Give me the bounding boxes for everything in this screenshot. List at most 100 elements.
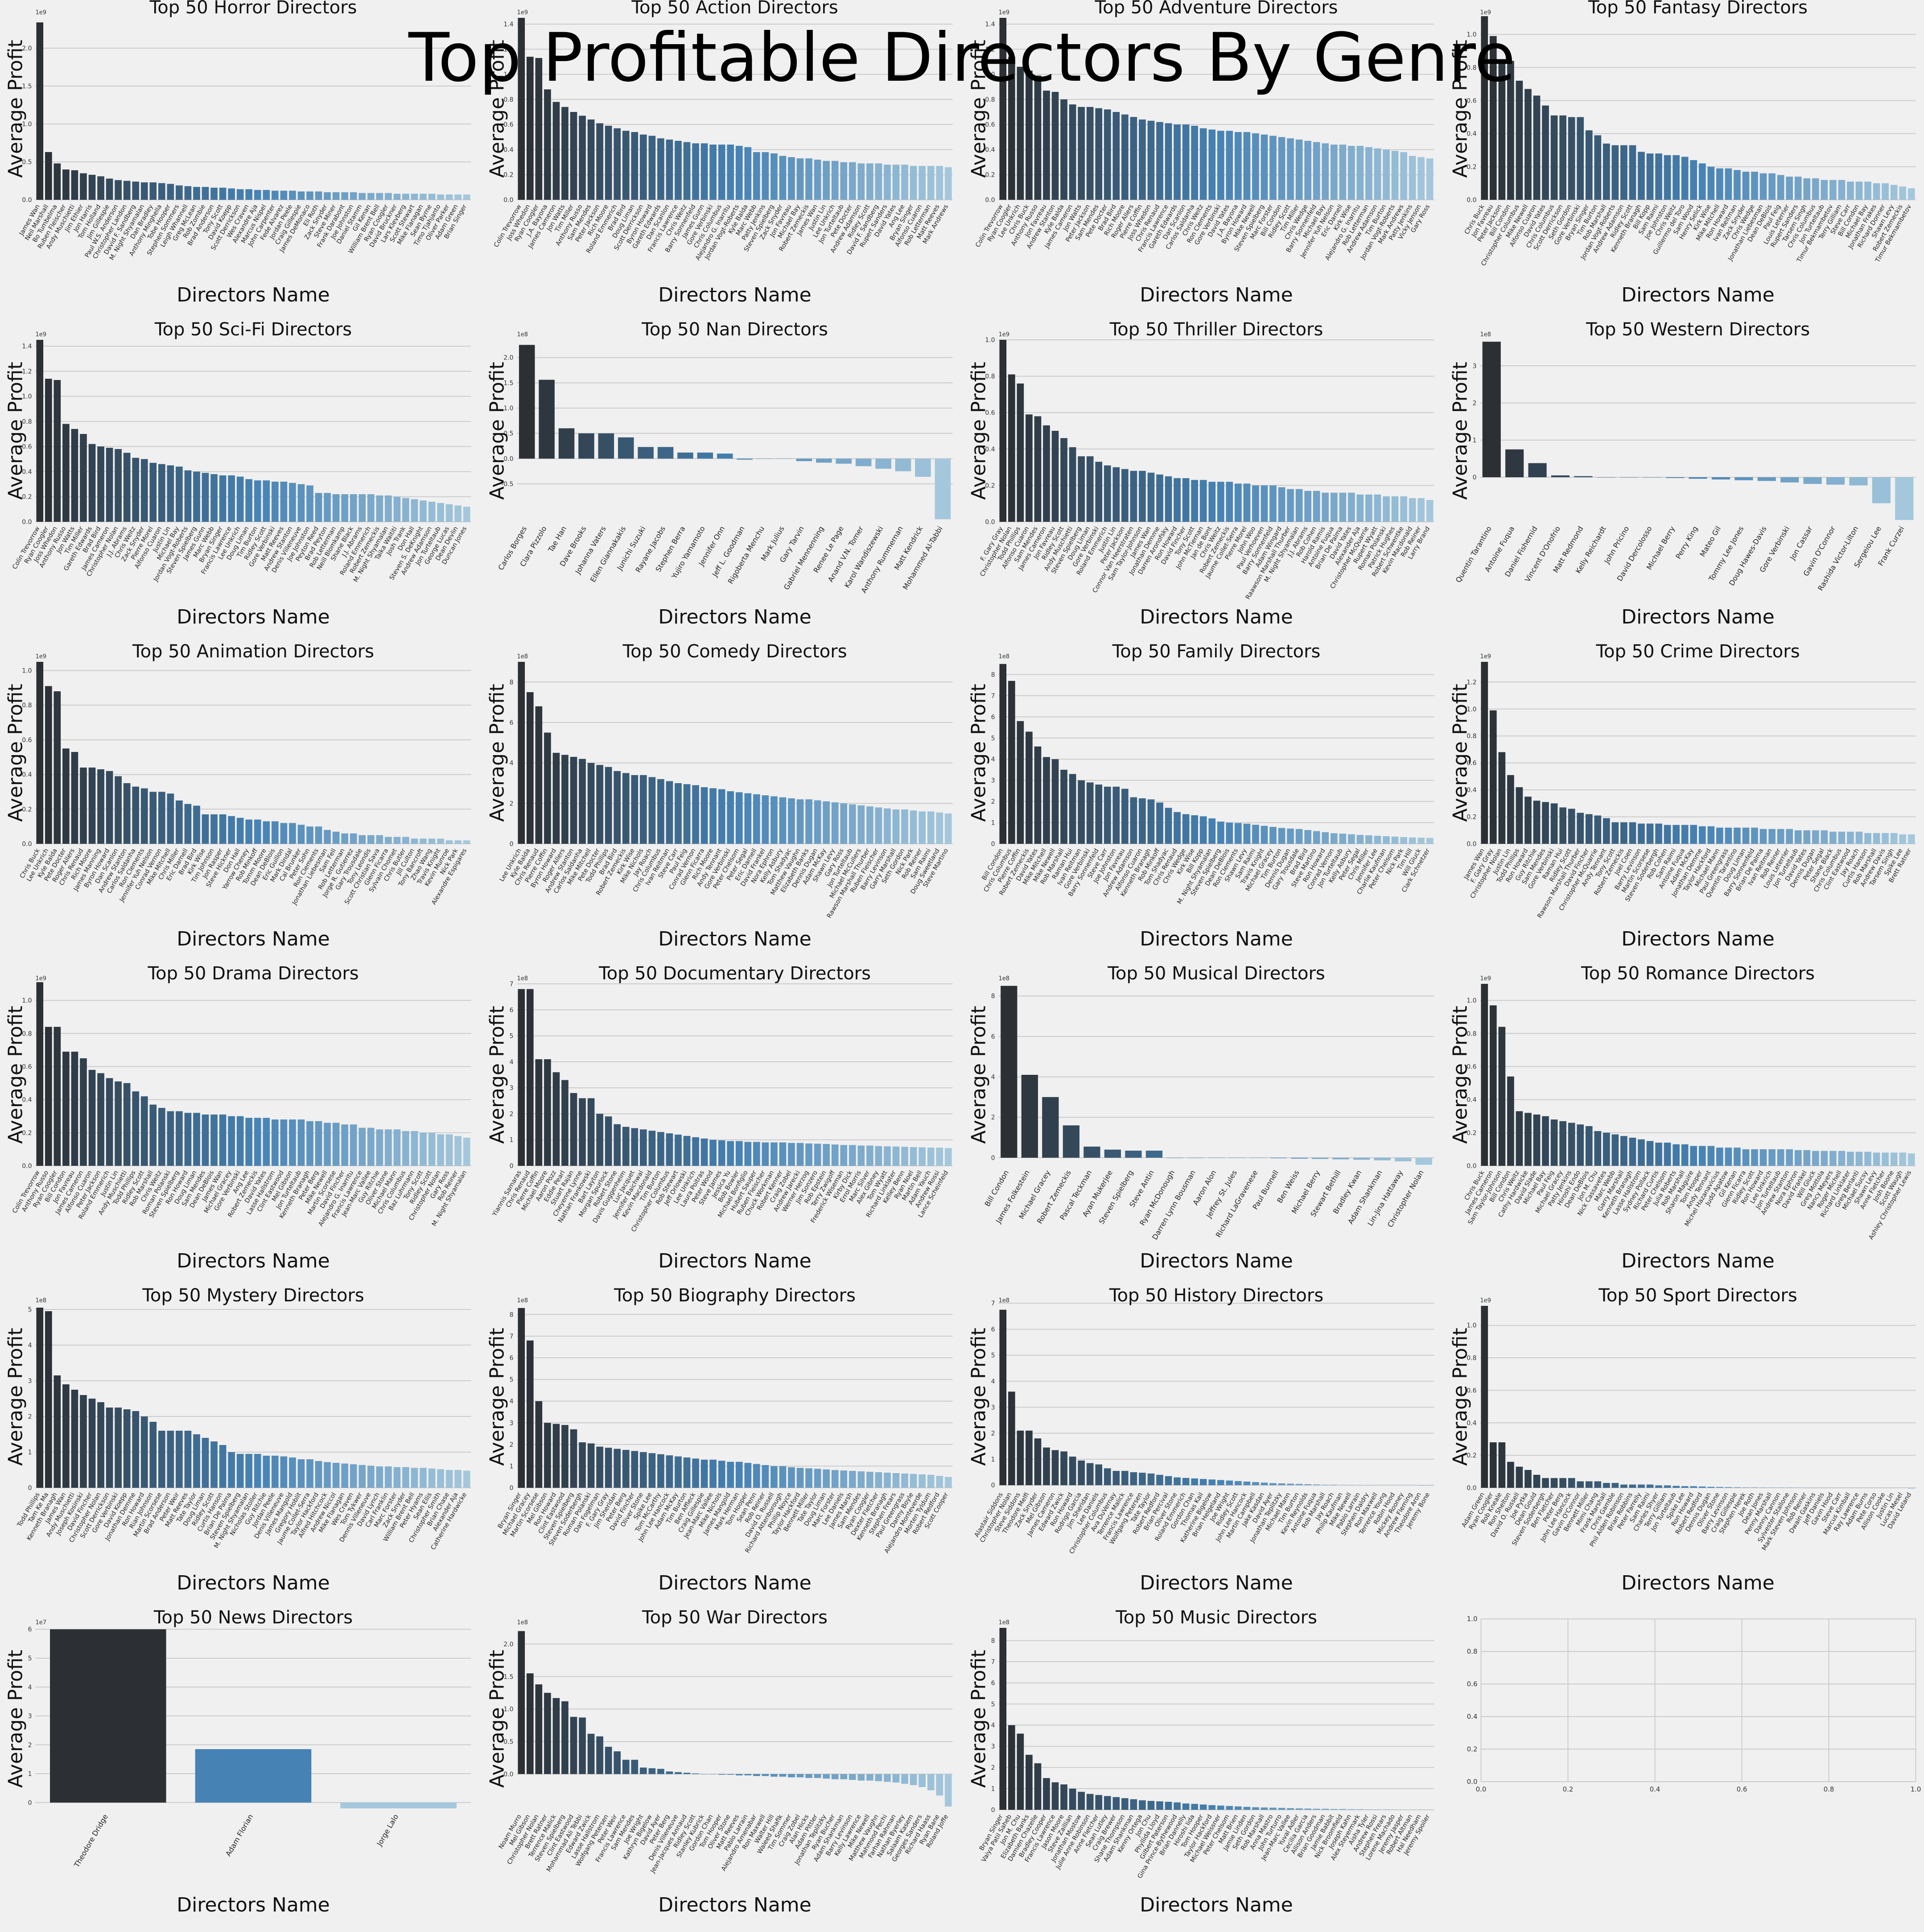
bar [936,1148,943,1166]
bar [1794,1150,1802,1166]
bar [1524,1470,1532,1488]
bar [605,1116,612,1166]
y-tick-label: 0.2 [1467,1130,1476,1137]
bar [140,1416,148,1488]
bar [1145,1151,1163,1158]
bar [1821,1151,1828,1166]
bar [1060,438,1067,522]
bar [62,748,70,844]
bar [115,449,122,522]
bar [936,812,943,844]
bar [341,1124,348,1166]
y-tick-label: 1.4 [985,21,995,28]
bar [1507,775,1514,844]
bar [97,1073,104,1166]
bar [875,163,882,200]
bar [106,1078,113,1166]
bar [1078,1460,1085,1486]
y-tick-label: 0.0 [22,197,32,204]
bar [1147,1801,1155,1810]
bar [54,163,61,200]
bar [770,1466,778,1488]
bar [666,139,673,200]
bar [1489,36,1497,200]
bar [895,458,911,471]
x-axis-label: Directors Name [1140,1250,1293,1272]
bar [315,1121,322,1166]
bar [463,840,470,844]
bar [1174,1802,1181,1810]
bar [718,1140,725,1166]
bar [420,1132,427,1166]
bar [254,190,261,200]
bar [884,1774,891,1782]
bar [744,1142,752,1166]
bar [1165,1801,1172,1810]
y-axis-label: Average Profit [486,1650,509,1788]
bar [935,458,951,520]
bar [1084,1146,1100,1158]
bar [184,470,192,522]
bar [1383,1809,1390,1810]
y-tick-label: 0.0 [22,841,32,848]
bar [1051,1450,1059,1486]
y-axis-label: Average Profit [968,1006,990,1144]
bar [1026,414,1033,522]
axis-exponent: 1e9 [1480,9,1491,16]
bar [219,1115,227,1166]
bar [210,1441,218,1488]
bar [1400,1485,1407,1486]
bar [944,813,952,844]
bar [831,1470,839,1488]
bar [245,1454,253,1488]
bar [1008,681,1015,844]
bar [605,767,612,844]
bar [341,192,348,200]
bar [1339,144,1347,200]
bar [1533,801,1541,844]
bar [1603,818,1610,844]
bar [1768,173,1776,200]
y-tick-label: 4 [991,1378,995,1385]
bar [561,1701,569,1774]
bar [1734,1487,1741,1488]
bar [1356,835,1364,844]
bar [1017,383,1024,522]
bar [445,504,453,522]
bar [779,1466,787,1488]
bar [1716,1487,1723,1488]
y-tick-label: 0.0 [22,1163,32,1170]
bar [350,192,357,200]
bar [306,1459,313,1488]
x-tick-label: Anand V.N. Tomer [826,524,865,583]
y-tick-label: 4 [28,1684,32,1691]
bar [62,1384,70,1488]
bar [1104,465,1111,522]
bar [1243,823,1251,844]
bar [1542,802,1549,844]
bar [1339,1485,1347,1486]
y-tick-label: 4 [510,1398,514,1405]
axis-exponent: 1e9 [36,9,47,16]
bar [1524,89,1532,200]
bar [202,187,209,200]
bar [1348,1809,1355,1810]
bar [526,1340,534,1488]
bar [1269,1808,1277,1810]
y-tick-label: 3 [1473,363,1477,370]
bar [1716,1148,1723,1166]
bar [1908,1153,1915,1166]
chart-title: Top 50 Documentary Directors [598,963,871,984]
bar [657,1132,664,1166]
bar [106,447,113,522]
bar [1603,1132,1610,1166]
chart-title: Top 50 Fantasy Directors [1588,0,1808,18]
bar [1707,1486,1715,1488]
bar [561,107,569,200]
bar [1313,831,1320,844]
y-tick-label: 1 [991,820,995,827]
bar [1847,182,1854,200]
bar [1585,1481,1593,1488]
